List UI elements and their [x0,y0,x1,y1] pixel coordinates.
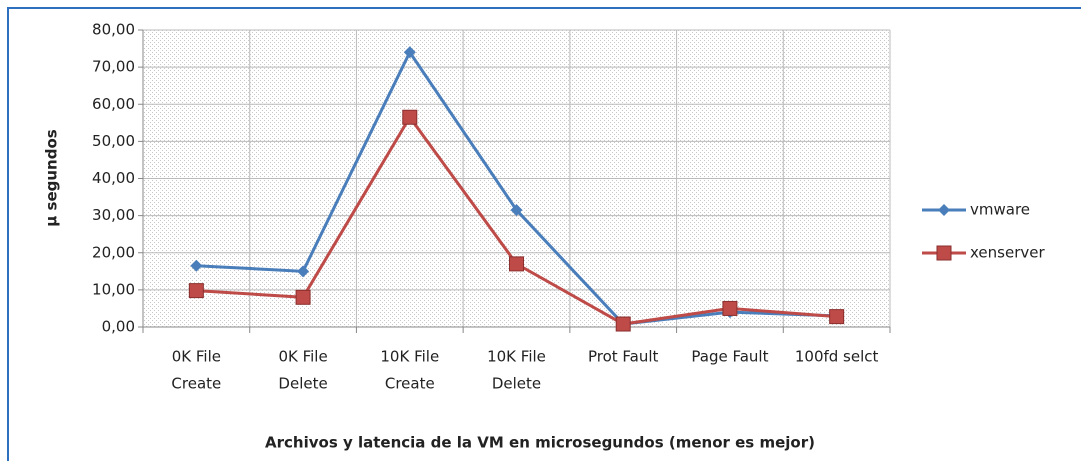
point [403,46,416,59]
x-tick-label: Page Fault [691,348,768,366]
point [190,259,203,272]
y-tick-label: 70,00 [92,58,135,76]
y-tick-label: 60,00 [92,95,135,113]
y-tick-label: 10,00 [92,280,135,298]
point [402,109,418,125]
point [510,204,523,217]
legend-marker [938,204,950,216]
point [295,289,311,305]
y-axis-title: µ segundos [43,129,61,226]
x-tick-label: 10K File [487,348,546,366]
x-tick-label: 0K File [172,348,221,366]
x-tick-label: Delete [492,375,541,393]
y-tick-label: 0,00 [102,318,135,336]
x-tick-label: Delete [278,375,327,393]
point [722,300,738,316]
x-tick-label: Prot Fault [588,348,659,366]
y-tick-label: 20,00 [92,243,135,261]
point [509,256,524,272]
x-tick-label: 100fd selct [795,348,879,366]
x-tick-label: 10K File [380,348,439,366]
x-axis-title: Archivos y latencia de la VM en microseg… [265,434,815,452]
frame [7,7,1081,461]
y-tick-label: 80,00 [92,21,135,39]
point [297,265,310,278]
x-tick-label: 0K File [278,348,327,366]
y-tick-label: 50,00 [92,132,135,150]
legend-label: xenserver [970,244,1045,262]
legend-marker [936,245,952,261]
point [188,283,204,299]
y-tick-label: 30,00 [92,206,135,224]
x-tick-label: Create [385,375,435,393]
legend-label: vmware [970,201,1030,219]
x-tick-label: Create [171,375,221,393]
point [615,316,631,332]
y-tick-label: 40,00 [92,169,135,187]
point [829,309,845,325]
